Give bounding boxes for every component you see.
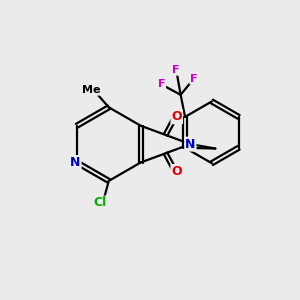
Text: F: F bbox=[190, 74, 198, 84]
Text: Cl: Cl bbox=[93, 196, 106, 209]
Text: O: O bbox=[171, 165, 182, 178]
Text: F: F bbox=[172, 65, 180, 75]
Text: Me: Me bbox=[82, 85, 100, 94]
Text: F: F bbox=[158, 80, 165, 89]
Text: N: N bbox=[185, 138, 196, 151]
Text: N: N bbox=[70, 156, 81, 169]
Text: O: O bbox=[171, 110, 182, 123]
